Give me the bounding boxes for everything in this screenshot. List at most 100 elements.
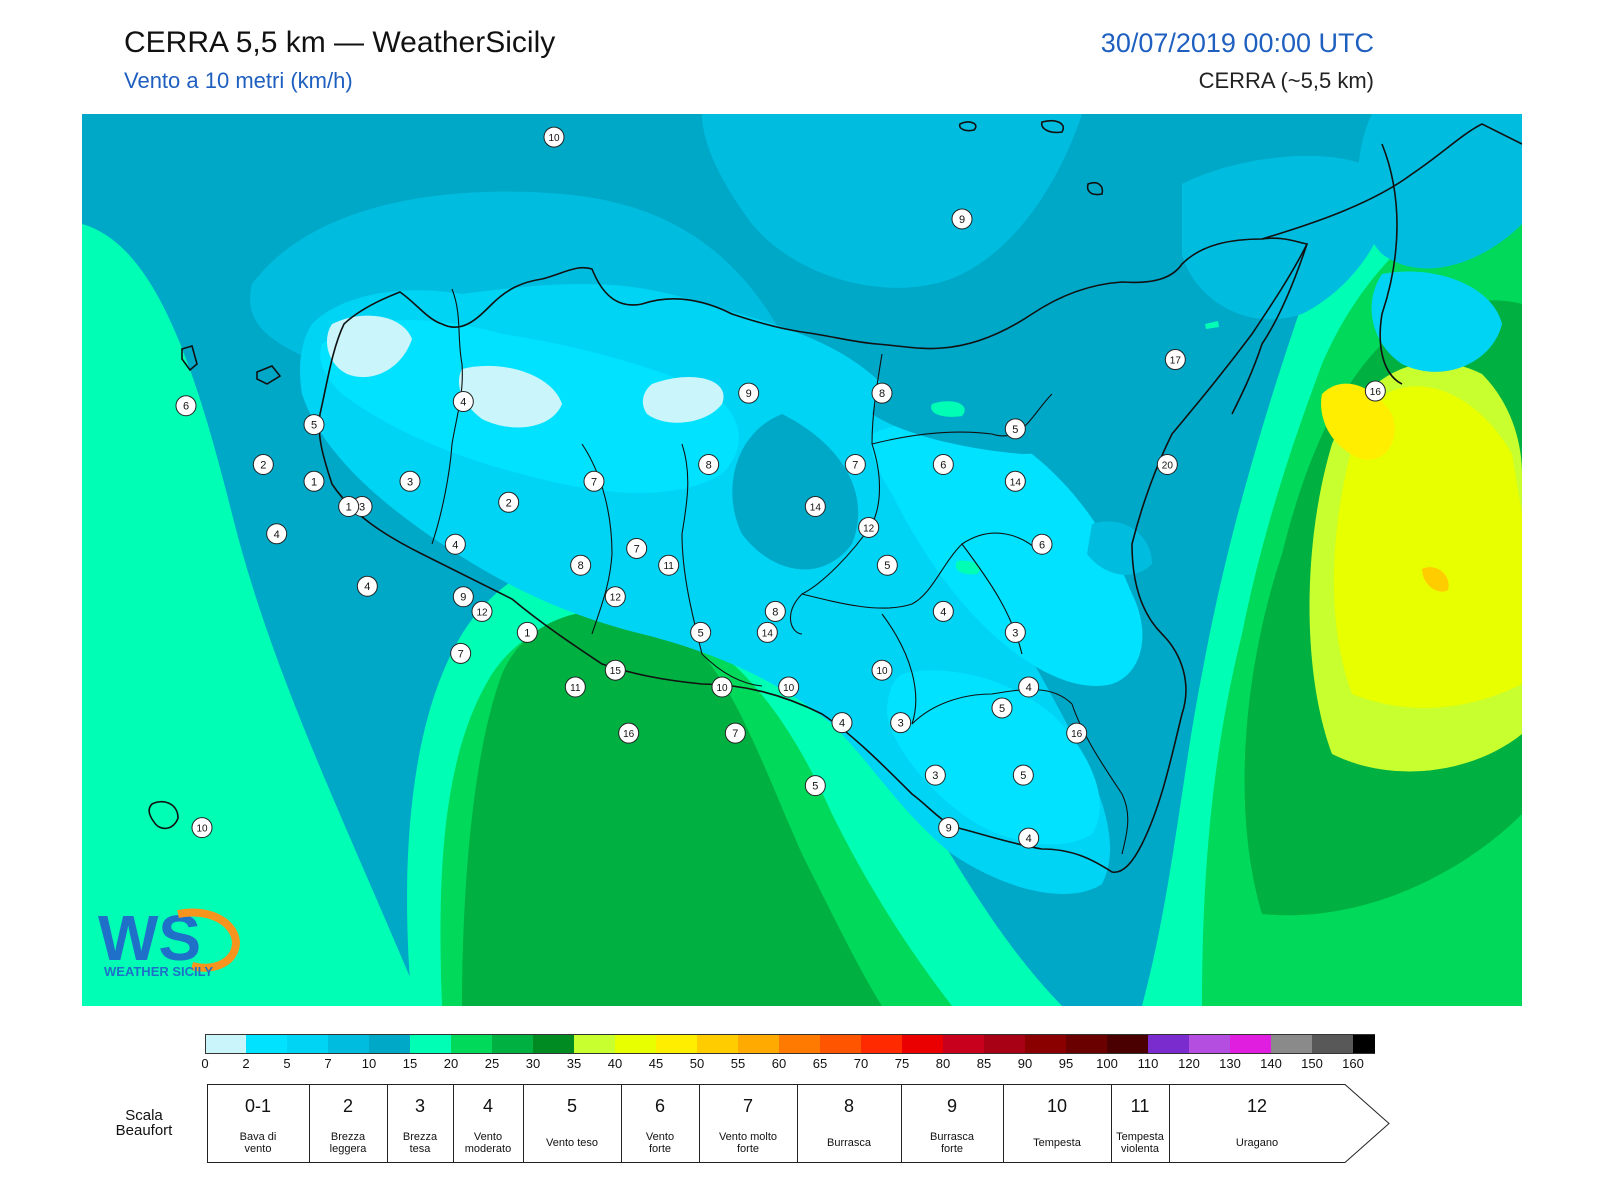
wind-value-label: 10 [871, 659, 893, 681]
wind-value-label: 8 [698, 454, 720, 476]
wind-value-text: 4 [1026, 833, 1032, 845]
wind-value-label: 16 [1364, 380, 1386, 402]
beaufort-number: 3 [415, 1096, 425, 1116]
colorbar-tick-label: 55 [730, 1056, 746, 1071]
wind-value-label: 14 [756, 621, 778, 643]
wind-value-label: 2 [252, 454, 274, 476]
map-subtitle: Vento a 10 metri (km/h) [124, 68, 353, 93]
colorbar-swatch [1107, 1034, 1148, 1054]
wind-value-label: 6 [175, 395, 197, 417]
colorbar-tick-label: 75 [894, 1056, 910, 1071]
colorbar-tick-label: 50 [689, 1056, 705, 1071]
wind-value-label: 20 [1156, 454, 1178, 476]
wind-value-text: 16 [623, 729, 635, 740]
colorbar-tick-label: 60 [771, 1056, 787, 1071]
colorbar-swatch [615, 1034, 656, 1054]
colorbar-tick-label: 100 [1096, 1056, 1118, 1071]
colorbar-swatch [656, 1034, 697, 1054]
wind-value-label: 7 [583, 470, 605, 492]
beaufort-name: Vento [646, 1131, 674, 1143]
colorbar-swatch [779, 1034, 820, 1054]
wind-value-label: 1 [303, 470, 325, 492]
wind-value-text: 4 [839, 718, 845, 730]
colorbar-tick-label: 140 [1260, 1056, 1282, 1071]
wind-value-text: 9 [746, 388, 752, 400]
wind-value-text: 10 [548, 133, 560, 144]
colorbar-tick-label: 2 [242, 1056, 250, 1071]
wind-value-text: 2 [506, 497, 512, 509]
colorbar-tick-label: 110 [1137, 1056, 1159, 1071]
beaufort-name: Uragano [1236, 1137, 1278, 1149]
wind-value-label: 10 [191, 817, 213, 839]
colorbar-tick-label: 10 [361, 1056, 377, 1071]
beaufort-name: Burrasca [930, 1131, 975, 1143]
wind-value-text: 10 [716, 683, 728, 694]
colorbar-swatches [205, 1034, 1476, 1054]
coastlines [148, 119, 1522, 873]
colorbar-tick-label: 25 [484, 1056, 500, 1071]
beaufort-name: Vento [474, 1131, 502, 1143]
colorbar-swatch [1189, 1034, 1230, 1054]
wind-value-text: 8 [879, 388, 885, 400]
beaufort-level: 12 Uragano [1169, 1084, 1390, 1163]
wind-value-text: 4 [364, 581, 370, 593]
colorbar-swatch [1271, 1034, 1312, 1054]
model-info: CERRA (~5,5 km) [1198, 68, 1374, 93]
wind-value-label: 4 [444, 533, 466, 555]
colorbar-swatch [861, 1034, 902, 1054]
colorbar-tick-label: 80 [935, 1056, 951, 1071]
wind-value-label: 7 [724, 722, 746, 744]
colorbar-swatch [328, 1034, 369, 1054]
wind-value-label: 9 [951, 208, 973, 230]
colorbar-tick-label: 45 [648, 1056, 664, 1071]
beaufort-name: Brezza [403, 1131, 438, 1143]
wind-value-text: 12 [610, 593, 622, 604]
wind-value-text: 3 [1012, 627, 1018, 639]
wind-value-text: 5 [1012, 424, 1018, 436]
wind-value-label: 2 [498, 491, 520, 513]
beaufort-name: Tempesta [1033, 1137, 1082, 1149]
wind-value-label: 4 [932, 600, 954, 622]
wind-value-label: 11 [564, 676, 586, 698]
wind-value-label: 1 [516, 621, 538, 643]
colorbar-swatch [533, 1034, 574, 1054]
beaufort-name-line2: forte [737, 1143, 759, 1155]
wind-value-text: 14 [762, 628, 774, 639]
wind-value-label: 12 [471, 600, 493, 622]
beaufort-scale: 0-1 Bava di vento 2 Brezza leggera 3 Brezza tesa… [207, 1084, 1407, 1173]
beaufort-number: 10 [1047, 1096, 1067, 1116]
colorbar-swatch [1312, 1034, 1353, 1054]
colorbar-swatch [1148, 1034, 1189, 1054]
wind-value-label: 9 [738, 382, 760, 404]
wind-value-text: 8 [772, 606, 778, 618]
wind-value-text: 7 [458, 648, 464, 660]
beaufort-number: 5 [567, 1096, 577, 1116]
colorbar-tick-label: 65 [812, 1056, 828, 1071]
colorbar-swatch [410, 1034, 451, 1054]
beaufort-name-line2: leggera [330, 1143, 368, 1155]
wind-value-label: 4 [1018, 827, 1040, 849]
valid-datetime: 30/07/2019 00:00 UTC [1100, 28, 1374, 58]
wind-value-text: 10 [196, 824, 208, 835]
wind-value-label: 12 [604, 586, 626, 608]
wind-value-text: 15 [610, 666, 622, 677]
wind-value-label: 7 [626, 537, 648, 559]
wind-value-label: 15 [604, 659, 626, 681]
wind-value-label: 5 [690, 621, 712, 643]
wind-value-text: 9 [460, 592, 466, 604]
wind-value-label: 3 [1004, 621, 1026, 643]
wind-map: 10 9 17 16 4 5 6 9 8 5 2 3 1 7 8 7 6 14 20 3 1 2 14 12 4 4 7 6 8 11 5 4… [82, 114, 1522, 1006]
wind-value-text: 4 [1026, 682, 1032, 694]
colorbar-swatch [1025, 1034, 1066, 1054]
wind-value-label: 5 [876, 554, 898, 576]
beaufort-name-line2: forte [649, 1143, 671, 1155]
colorbar-tick-label: 15 [402, 1056, 418, 1071]
beaufort-number: 4 [483, 1096, 493, 1116]
wind-value-text: 7 [732, 728, 738, 740]
